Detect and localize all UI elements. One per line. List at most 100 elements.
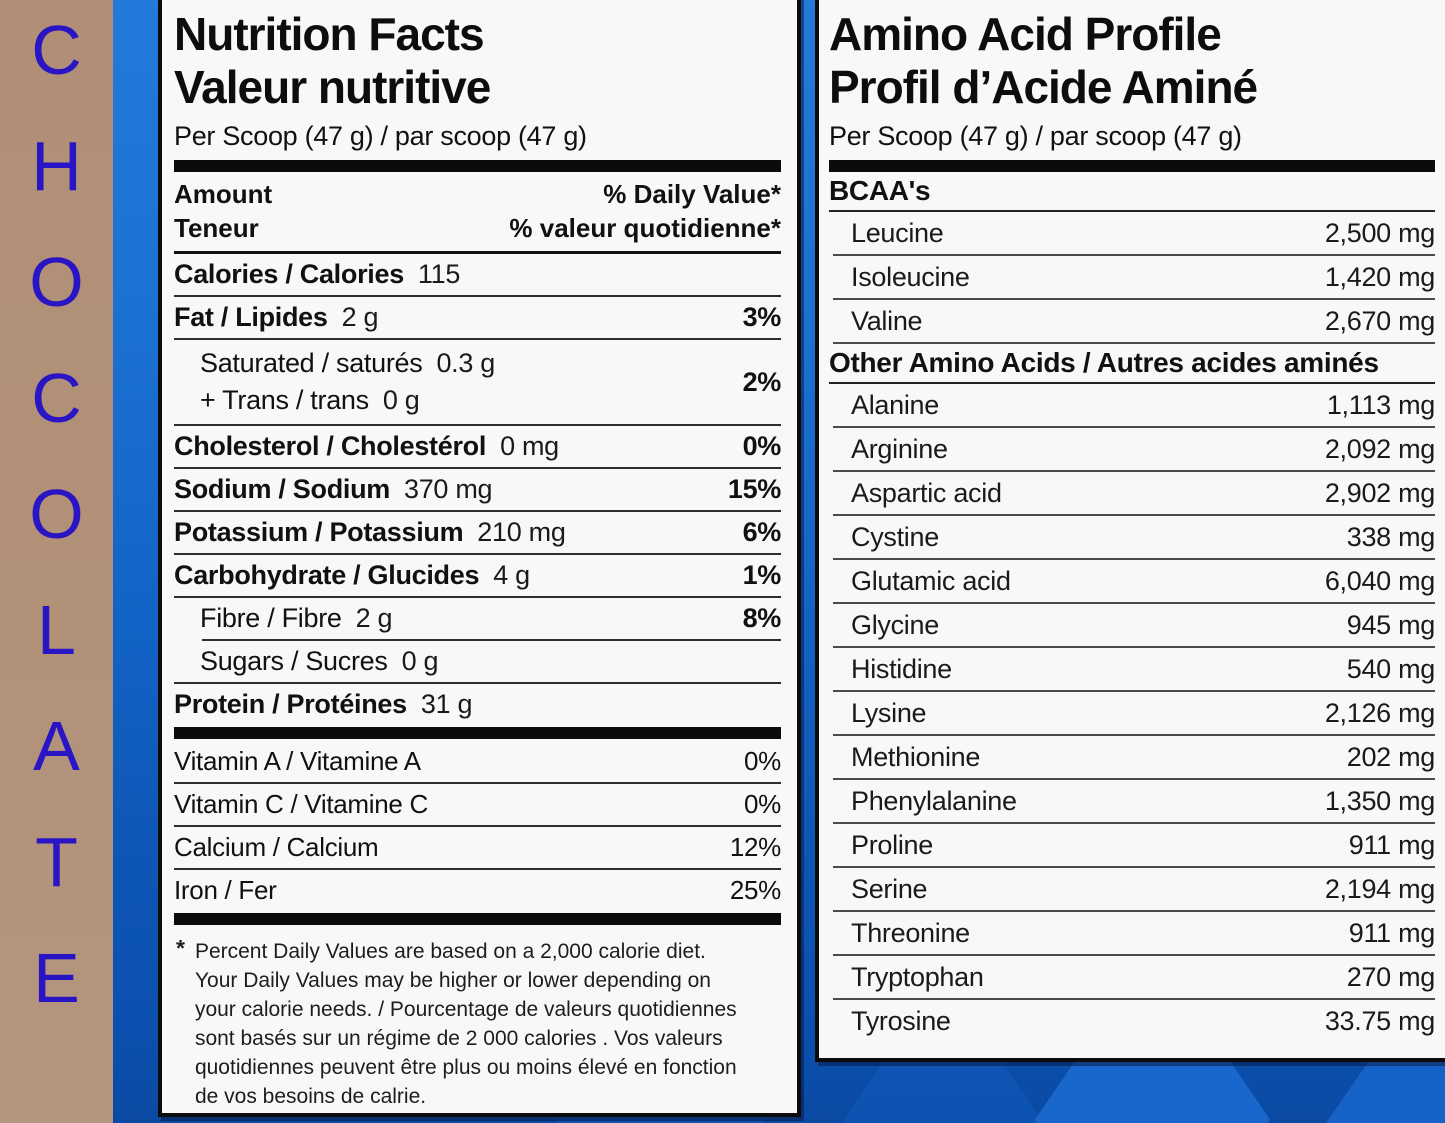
nutrient-label: Protein / Protéines <box>174 689 407 719</box>
flavor-letter: C <box>31 11 82 89</box>
amino-name: Histidine <box>851 653 952 684</box>
flavor-letter: O <box>29 475 84 553</box>
amino-section-header: BCAA's <box>829 175 931 206</box>
divider-line <box>833 910 1435 912</box>
divider-line <box>833 470 1435 472</box>
divider-bar-thick <box>174 727 781 739</box>
amino-amount: 2,092 mg <box>1324 433 1435 464</box>
amino-title-en: Amino Acid Profile <box>829 8 1222 60</box>
amino-name: Alanine <box>851 389 939 420</box>
daily-value: 12% <box>729 832 781 862</box>
daily-value: 6% <box>742 517 782 547</box>
daily-value-labels: % Daily Value* % valeur quotidienne* <box>509 177 781 245</box>
divider-line <box>833 998 1435 1000</box>
amino-name: Serine <box>851 873 928 904</box>
nutrition-title-fr: Valeur nutritive <box>174 61 491 113</box>
divider-line <box>174 782 781 784</box>
divider-line <box>174 510 781 512</box>
nutrient-amount: 115 <box>417 259 461 289</box>
divider-line <box>174 825 781 827</box>
nutrient-amount: 0.3 g <box>436 348 495 378</box>
divider-line <box>833 822 1435 824</box>
amino-amount: 945 mg <box>1346 609 1436 640</box>
nutrient-row: Sugars / Sucres 0 g <box>174 641 781 682</box>
vitamin-label: Calcium / Calcium <box>174 832 379 862</box>
amino-amount: 1,420 mg <box>1324 261 1435 292</box>
divider-line <box>174 467 781 469</box>
daily-value: 25% <box>729 875 781 905</box>
divider-line <box>174 596 781 598</box>
nutrient-row: Sodium / Sodium 370 mg 15% <box>174 469 781 510</box>
nutrient-row: Fibre / Fibre 2 g 8% <box>174 598 781 639</box>
amino-name: Aspartic acid <box>851 477 1002 508</box>
divider-line <box>829 382 1435 384</box>
amino-section-header: Other Amino Acids / Autres acides aminés <box>829 347 1379 378</box>
vitamin-row: Iron / Fer 25% <box>174 870 781 911</box>
amino-row: Cystine 338 mg <box>829 516 1435 558</box>
daily-value: 15% <box>727 474 781 504</box>
divider-line <box>833 734 1435 736</box>
divider-bar-thick <box>174 913 781 925</box>
amino-amount: 202 mg <box>1346 741 1436 772</box>
amino-name: Phenylalanine <box>851 785 1017 816</box>
flavor-letter: C <box>31 359 82 437</box>
nutrient-amount: 0 g <box>382 385 420 415</box>
divider-line <box>833 558 1435 560</box>
amino-acid-panel: Amino Acid Profile Profil d’Acide Aminé … <box>815 0 1445 1062</box>
amino-name: Proline <box>851 829 933 860</box>
amino-row: Valine 2,670 mg <box>829 300 1435 342</box>
nutrient-amount: 2 g <box>341 302 379 332</box>
nutrient-row: Protein / Protéines 31 g <box>174 684 781 725</box>
amino-acid-sections: BCAA's Leucine 2,500 mg Isoleucine 1,420 mg V… <box>829 172 1435 1042</box>
nutrient-label: Carbohydrate / Glucides <box>174 560 480 590</box>
amino-row: Proline 911 mg <box>829 824 1435 866</box>
divider-line <box>202 639 781 641</box>
flavor-letter: T <box>35 823 78 901</box>
nutrition-serving-size: Per Scoop (47 g) / par scoop (47 g) <box>174 121 587 151</box>
amino-name: Leucine <box>851 217 944 248</box>
nutrient-amount: 210 mg <box>477 517 566 547</box>
vitamin-row: Vitamin A / Vitamine A 0% <box>174 741 781 782</box>
vitamin-label: Vitamin C / Vitamine C <box>174 789 428 819</box>
divider-line <box>833 298 1435 300</box>
nutrient-amount: 0 mg <box>500 431 559 461</box>
amino-row: Glutamic acid 6,040 mg <box>829 560 1435 602</box>
flavor-letter: L <box>37 591 76 669</box>
amino-amount: 911 mg <box>1348 917 1436 948</box>
divider-line <box>833 342 1435 344</box>
amino-row: Alanine 1,113 mg <box>829 384 1435 426</box>
divider-line <box>174 338 781 340</box>
amino-amount: 270 mg <box>1346 961 1436 992</box>
amino-amount: 2,126 mg <box>1324 697 1435 728</box>
nutrient-rows: Calories / Calories 115 Fat / Lipides 2 g 3%… <box>174 254 781 725</box>
daily-value-footnote: * Percent Daily Values are based on a 2,… <box>174 927 781 1111</box>
daily-value: 3% <box>742 302 782 332</box>
amino-name: Threonine <box>851 917 970 948</box>
amino-amount: 6,040 mg <box>1324 565 1435 596</box>
daily-value: 8% <box>742 603 782 633</box>
divider-bar-thick <box>174 160 781 172</box>
nutrient-label: Sugars / Sucres <box>200 646 388 676</box>
divider-line <box>829 210 1435 212</box>
amino-row: Histidine 540 mg <box>829 648 1435 690</box>
amino-serving-size: Per Scoop (47 g) / par scoop (47 g) <box>829 121 1242 151</box>
amino-amount: 2,500 mg <box>1324 217 1435 248</box>
vitamin-row: Calcium / Calcium 12% <box>174 827 781 868</box>
nutrient-row: Saturated / saturés 0.3 g + Trans / trans 0… <box>174 340 781 424</box>
amino-name: Glutamic acid <box>851 565 1011 596</box>
daily-value-label-en: % Daily Value* <box>603 179 781 209</box>
amino-amount: 33.75 mg <box>1324 1005 1435 1036</box>
amino-row: Arginine 2,092 mg <box>829 428 1435 470</box>
nutrient-row: Carbohydrate / Glucides 4 g 1% <box>174 555 781 596</box>
divider-line <box>833 954 1435 956</box>
amino-acid-content: Amino Acid Profile Profil d’Acide Aminé … <box>819 0 1445 1058</box>
nutrient-label: Potassium / Potassium <box>174 517 464 547</box>
footnote-asterisk: * <box>176 935 185 961</box>
divider-line <box>174 682 781 684</box>
flavor-letter: O <box>29 243 84 321</box>
divider-line <box>833 514 1435 516</box>
nutrient-row: Potassium / Potassium 210 mg 6% <box>174 512 781 553</box>
divider-line <box>174 251 781 254</box>
amino-row: Serine 2,194 mg <box>829 868 1435 910</box>
